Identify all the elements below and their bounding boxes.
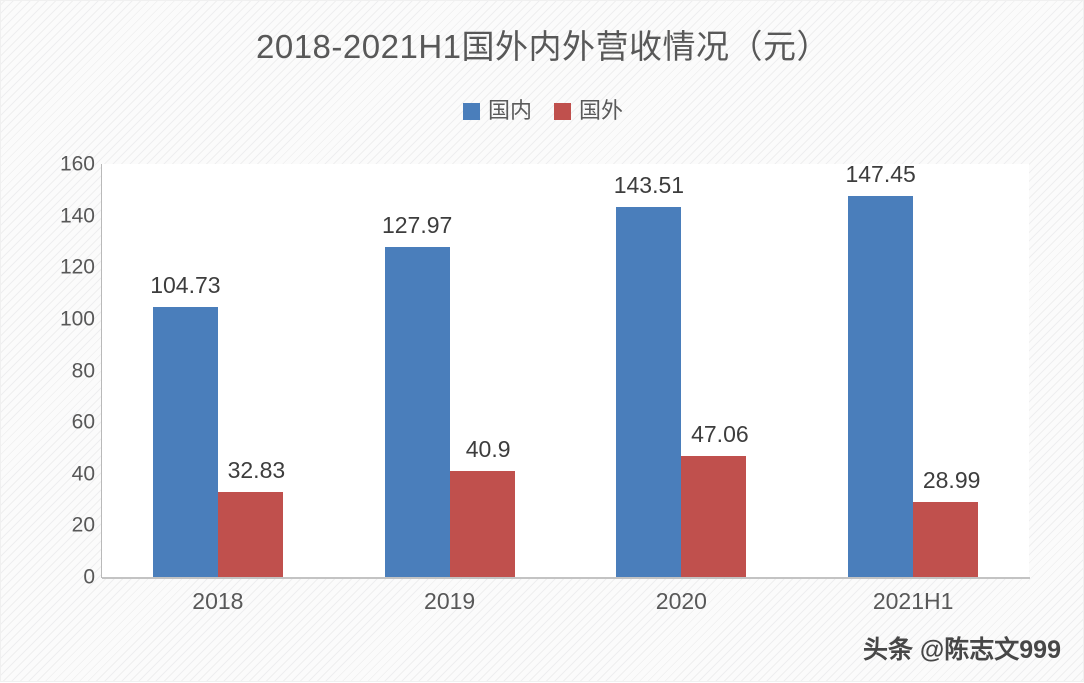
bar-value-label: 104.73: [150, 271, 221, 298]
bar-value-label: 147.45: [845, 161, 916, 188]
y-axis-tick: 100: [59, 307, 95, 331]
x-axis-category-2019: 2019: [424, 588, 476, 614]
legend-label-domestic: 国内: [487, 98, 532, 123]
bar-value-label: 28.99: [922, 467, 981, 494]
chart-legend: 国内 国外: [1, 99, 1084, 123]
legend-item-domestic[interactable]: 国内: [462, 98, 532, 123]
y-axis-tick: 60: [71, 410, 95, 434]
bar-国内-2020[interactable]: [616, 206, 682, 577]
y-axis-tick: 0: [83, 565, 95, 589]
y-axis-tick: 80: [71, 359, 95, 382]
bar-国外-2020[interactable]: [681, 455, 747, 577]
legend-swatch-overseas: [554, 102, 571, 120]
x-axis-category-2018: 2018: [192, 588, 244, 614]
bar-value-label: 40.9: [465, 436, 511, 463]
chart-title: 2018-2021H1国外内外营收情况（元）: [256, 28, 830, 65]
legend-item-overseas[interactable]: 国外: [554, 99, 623, 123]
bar-value-label: 47.06: [691, 420, 749, 447]
y-axis-tick: 160: [59, 152, 95, 176]
watermark: 头条 @陈志文999: [862, 636, 1061, 664]
bar-国外-2021H1[interactable]: [913, 502, 979, 577]
legend-label-overseas: 国外: [579, 98, 624, 123]
bar-国外-2019[interactable]: [449, 471, 515, 577]
bar-国内-2021H1[interactable]: [848, 196, 914, 577]
bar-国外-2018[interactable]: [217, 492, 283, 577]
y-axis-tick: 20: [71, 513, 95, 537]
bar-value-label: 143.51: [613, 171, 685, 198]
x-axis-line: [102, 577, 1030, 579]
x-axis-category-2021H1: 2021H1: [872, 588, 954, 614]
y-axis-tick: 40: [71, 462, 95, 486]
bar-value-label: 32.83: [227, 457, 286, 484]
legend-swatch-domestic: [462, 102, 480, 120]
bar-国内-2019[interactable]: [384, 246, 450, 577]
y-axis-line: [101, 164, 102, 578]
bar-value-label: 127.97: [381, 211, 453, 238]
bar-国内-2018[interactable]: [152, 306, 218, 577]
y-axis-tick-labels: 160 140 120 100 80 60 40 20 0: [1, 1, 95, 683]
y-axis-tick: 120: [59, 255, 95, 279]
y-axis-tick: 140: [59, 204, 95, 228]
x-axis-category-2020: 2020: [655, 588, 707, 614]
